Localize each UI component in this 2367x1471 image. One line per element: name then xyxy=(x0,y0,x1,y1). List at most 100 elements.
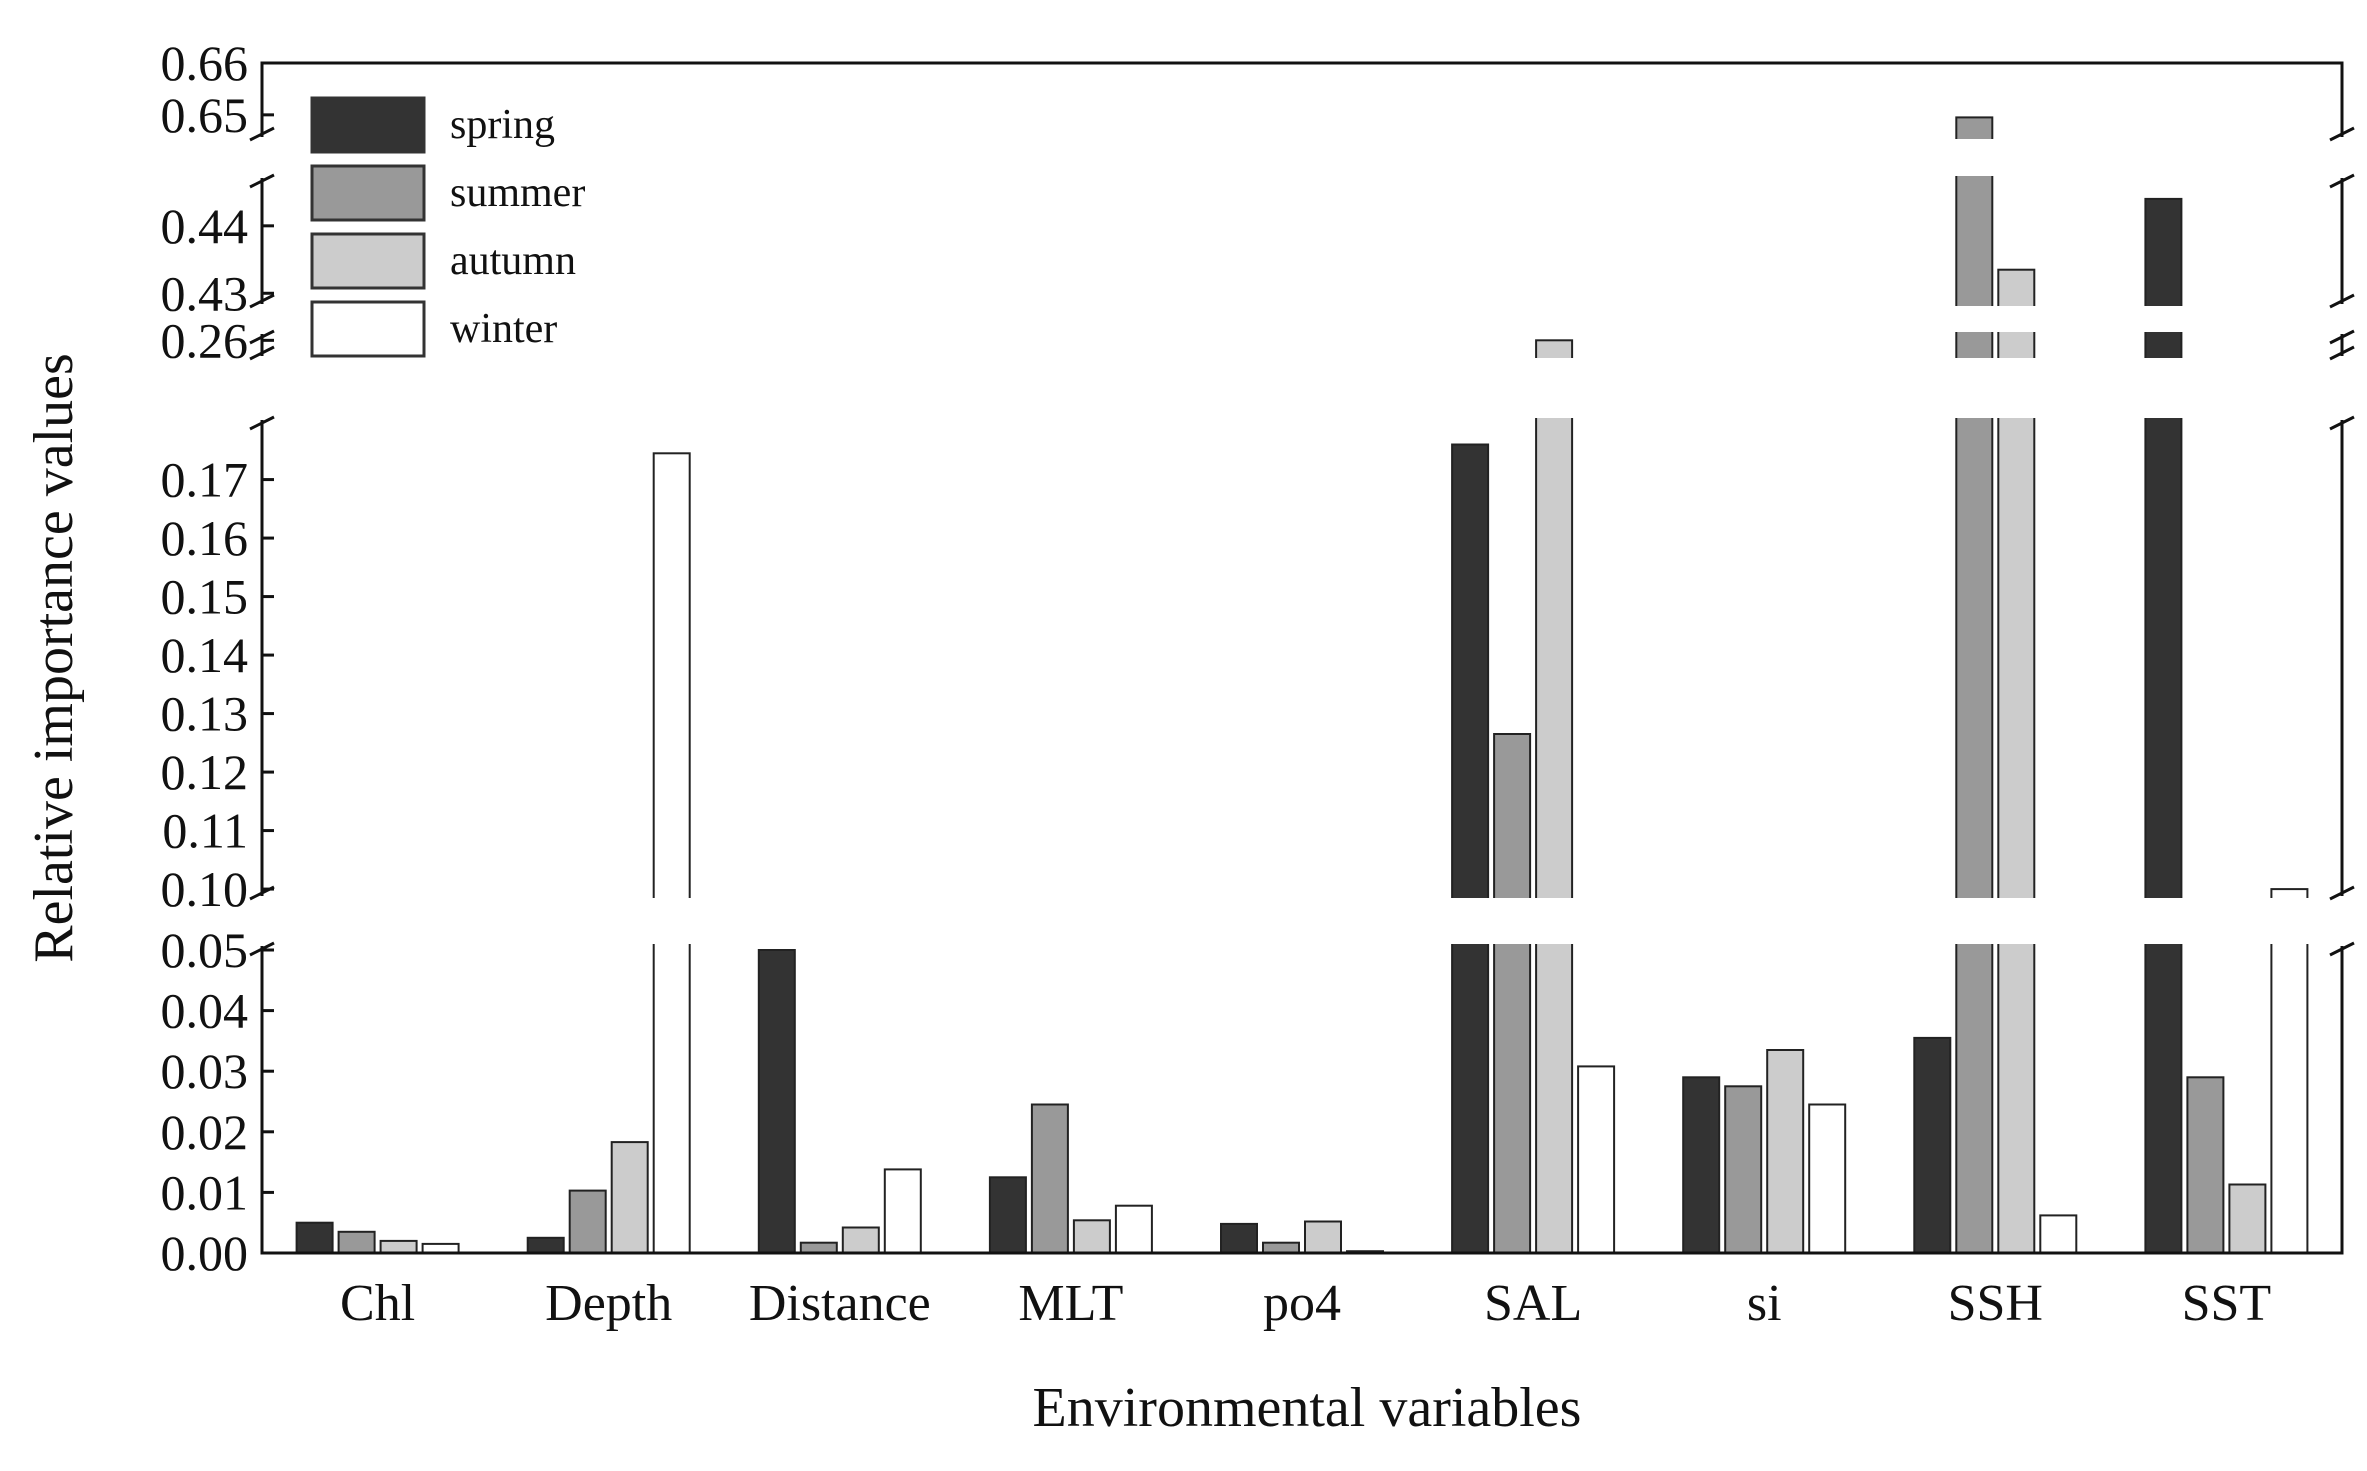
bar-sst-spring xyxy=(2144,197,2183,1254)
bar-chl-spring xyxy=(295,1221,334,1254)
axis-break-mark xyxy=(2329,345,2355,361)
y-tick-label: 0.10 xyxy=(161,861,249,917)
legend-label-winter: winter xyxy=(450,306,557,352)
legend-label-spring: spring xyxy=(450,102,555,148)
bar-si-winter xyxy=(1808,1103,1847,1254)
y-tick-label: 0.15 xyxy=(161,569,249,625)
x-tick-label: po4 xyxy=(1263,1275,1341,1332)
bar-po4-autumn xyxy=(1304,1220,1342,1254)
axis-break-cover xyxy=(248,304,276,334)
bar-ssh-autumn xyxy=(1997,268,2036,1254)
bar-mlt-summer xyxy=(1030,1103,1069,1254)
x-tick-label: Depth xyxy=(545,1275,672,1332)
bar-ssh-winter xyxy=(2039,1214,2078,1255)
x-axis-title: Environmental variables xyxy=(1033,1377,1582,1439)
axis-break-cover xyxy=(2328,137,2356,178)
axis-break-gap xyxy=(265,358,2339,418)
axis-break-mark xyxy=(249,329,275,345)
legend-label-summer: summer xyxy=(450,170,585,216)
bar-depth-spring xyxy=(526,1236,565,1255)
bar-distance-summer xyxy=(799,1241,838,1254)
axis-break-cover xyxy=(2328,896,2356,946)
bar-si-autumn xyxy=(1766,1049,1805,1254)
bar-ssh-summer xyxy=(1955,116,1994,1254)
bar-sst-summer xyxy=(2186,1076,2225,1255)
axis-break-mark xyxy=(2329,329,2355,345)
y-tick-label: 0.04 xyxy=(161,983,249,1039)
bar-chl-autumn xyxy=(379,1239,418,1255)
y-tick-label: 0.66 xyxy=(161,35,249,91)
x-tick-label: Chl xyxy=(340,1275,415,1332)
axis-break-gap xyxy=(265,898,2339,944)
axis-break-mark xyxy=(2329,885,2355,901)
axis-break-mark xyxy=(2329,415,2355,431)
legend-swatch-summer xyxy=(310,164,426,222)
x-tick-label: SSH xyxy=(1948,1275,2043,1332)
legend-swatch-spring xyxy=(310,96,426,154)
axis-break-cover xyxy=(2328,304,2356,334)
bar-si-summer xyxy=(1724,1085,1763,1255)
bar-chl-summer xyxy=(337,1230,376,1255)
x-tick-label: SAL xyxy=(1484,1275,1582,1332)
y-tick-label: 0.00 xyxy=(161,1225,249,1281)
y-tick-label: 0.43 xyxy=(161,265,249,321)
axes-layer xyxy=(260,61,2344,1255)
axis-break-mark xyxy=(249,941,275,957)
y-tick-label: 0.02 xyxy=(161,1104,249,1160)
bar-mlt-autumn xyxy=(1072,1219,1111,1255)
bar-sst-autumn xyxy=(2228,1183,2267,1254)
axis-break-mark xyxy=(2329,293,2355,309)
y-tick-label: 0.11 xyxy=(162,803,248,859)
y-tick-label: 0.44 xyxy=(161,198,249,254)
axis-break-mark xyxy=(249,293,275,309)
x-ticks-layer: Chl Depth Distance MLT po4 SAL si SSH SST xyxy=(340,1275,2271,1332)
legend: spring summer autumn winter xyxy=(310,96,585,358)
x-tick-label: MLT xyxy=(1018,1275,1123,1332)
axis-break-marks xyxy=(248,126,2356,957)
y-tick-label: 0.14 xyxy=(161,627,249,683)
legend-swatch-autumn xyxy=(310,232,426,290)
y-axis-title: Relative importance values xyxy=(23,353,85,963)
axis-break-mark xyxy=(249,173,275,189)
bar-distance-autumn xyxy=(841,1226,880,1254)
bars-layer xyxy=(295,116,2309,1255)
axis-break-mark xyxy=(2329,941,2355,957)
axis-break-mark xyxy=(249,415,275,431)
bar-depth-summer xyxy=(568,1189,607,1254)
x-tick-label: SST xyxy=(2182,1275,2272,1332)
legend-swatch-winter xyxy=(310,300,426,358)
axis-break-mark xyxy=(2329,126,2355,142)
bar-sal-winter xyxy=(1577,1065,1616,1255)
bar-si-spring xyxy=(1682,1076,1721,1255)
axis-break-cover xyxy=(248,137,276,178)
y-tick-label: 0.13 xyxy=(161,686,249,742)
axis-break-gaps xyxy=(265,139,2339,944)
axis-break-mark xyxy=(249,885,275,901)
bar-sal-spring xyxy=(1451,443,1490,1254)
bar-mlt-spring xyxy=(988,1176,1027,1255)
axis-break-cover xyxy=(248,896,276,946)
bar-po4-spring xyxy=(1220,1222,1258,1255)
x-tick-label: si xyxy=(1747,1275,1782,1332)
axis-break-gap xyxy=(265,306,2339,332)
axis-break-gap xyxy=(265,139,2339,176)
bar-sal-summer xyxy=(1493,733,1532,1254)
y-tick-label: 0.03 xyxy=(161,1043,249,1099)
bar-sst-winter xyxy=(2270,888,2309,1254)
y-tick-label: 0.16 xyxy=(161,510,249,566)
bar-mlt-winter xyxy=(1114,1204,1153,1254)
axis-break-mark xyxy=(249,126,275,142)
axis-break-mark xyxy=(2329,173,2355,189)
bar-distance-spring xyxy=(757,949,796,1254)
axis-break-mark xyxy=(249,345,275,361)
bar-depth-autumn xyxy=(610,1141,649,1254)
y-tick-label: 0.26 xyxy=(161,312,249,368)
bar-distance-winter xyxy=(883,1168,922,1255)
x-tick-label: Distance xyxy=(749,1275,931,1332)
y-tick-label: 0.01 xyxy=(161,1164,249,1220)
bar-po4-summer xyxy=(1262,1241,1300,1254)
plot-frame xyxy=(260,61,2344,1255)
y-tick-label: 0.65 xyxy=(161,87,249,143)
